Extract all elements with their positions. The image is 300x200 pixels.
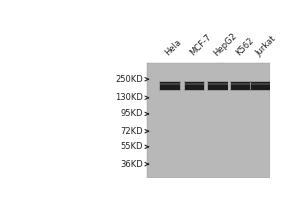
Text: MCF-7: MCF-7 [188, 33, 213, 58]
Bar [231, 83, 250, 85]
Bar [208, 83, 228, 85]
Text: HepG2: HepG2 [211, 31, 238, 58]
Text: Hela: Hela [164, 38, 184, 58]
Text: 36KD: 36KD [121, 160, 143, 169]
Text: 72KD: 72KD [121, 127, 143, 136]
Bar [160, 83, 180, 85]
Bar [251, 82, 271, 90]
Bar [160, 82, 180, 90]
Text: 130KD: 130KD [116, 93, 143, 102]
Text: 55KD: 55KD [121, 142, 143, 151]
Text: 95KD: 95KD [121, 109, 143, 118]
Bar [251, 83, 271, 85]
Text: 250KD: 250KD [116, 75, 143, 84]
Text: K562: K562 [234, 36, 256, 58]
Bar [231, 82, 250, 90]
Bar [159, 81, 181, 91]
Bar [184, 82, 204, 90]
Bar [184, 83, 204, 85]
Bar [230, 81, 251, 91]
Text: Jurkat: Jurkat [254, 34, 278, 58]
Bar [147, 62, 270, 178]
Bar [207, 81, 228, 91]
Bar [184, 81, 205, 91]
Bar [208, 82, 228, 90]
Bar [250, 81, 271, 91]
